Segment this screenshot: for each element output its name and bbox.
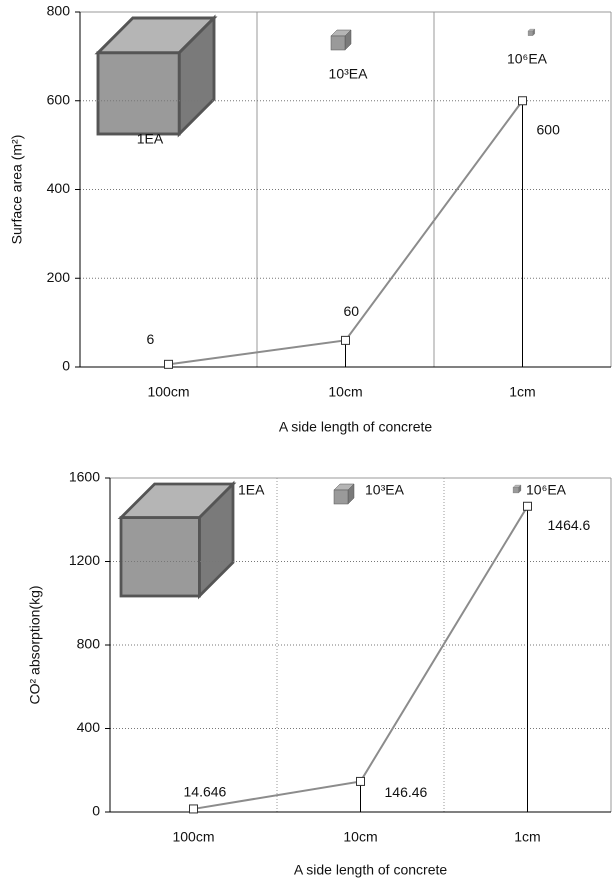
x-axis-title: A side length of concrete	[294, 862, 448, 878]
annotation: 10⁶EA	[526, 482, 567, 498]
y-tick-label: 400	[47, 180, 71, 196]
x-tick-label: 1cm	[509, 384, 535, 400]
value-label: 1464.6	[548, 517, 591, 533]
annotation: 10³EA	[329, 66, 369, 82]
cube-icon	[527, 28, 535, 36]
value-label: 60	[344, 303, 360, 319]
value-label: 14.646	[184, 784, 227, 800]
annotation: 10⁶EA	[507, 51, 548, 67]
y-tick-label: 0	[92, 803, 100, 819]
point-marker	[189, 804, 198, 814]
x-tick-label: 1cm	[514, 829, 540, 845]
point-marker	[164, 359, 173, 369]
y-tick-label: 800	[77, 636, 101, 652]
cube-icon	[119, 482, 235, 598]
y-tick-label: 1600	[69, 469, 100, 485]
annotation: 1EA	[238, 482, 265, 498]
x-tick-label: 10cm	[343, 829, 377, 845]
x-tick-label: 100cm	[172, 829, 214, 845]
annotation: 1EA	[137, 131, 164, 147]
point-marker	[523, 501, 532, 511]
point-marker	[356, 776, 365, 786]
value-label: 6	[147, 331, 155, 347]
x-tick-label: 100cm	[147, 384, 189, 400]
y-axis-title: CO² absorption(kg)	[27, 585, 43, 704]
x-axis-title: A side length of concrete	[279, 419, 433, 435]
point-marker	[341, 335, 350, 345]
value-label: 146.46	[385, 784, 428, 800]
series-line	[168, 100, 524, 366]
annotation: 10³EA	[365, 482, 405, 498]
y-tick-label: 1200	[69, 552, 100, 568]
value-label: 600	[537, 121, 561, 137]
cube-icon	[96, 16, 216, 136]
cube-icon	[330, 29, 352, 51]
point-marker	[518, 96, 527, 106]
cube-icon	[333, 483, 355, 505]
y-tick-label: 200	[47, 269, 71, 285]
y-tick-label: 400	[77, 719, 101, 735]
series-line	[193, 505, 529, 810]
y-tick-label: 600	[47, 91, 71, 107]
y-tick-label: 800	[47, 3, 71, 19]
y-tick-label: 0	[62, 358, 70, 374]
x-tick-label: 10cm	[328, 384, 362, 400]
cube-icon	[512, 484, 522, 494]
y-axis-title: Surface area (m²)	[9, 135, 25, 245]
